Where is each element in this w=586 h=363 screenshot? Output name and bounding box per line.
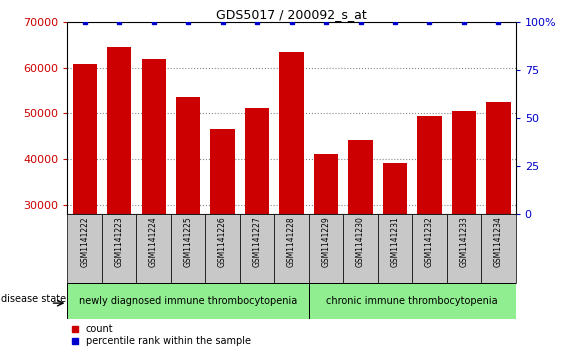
Bar — [67, 283, 309, 319]
Text: GSM1141225: GSM1141225 — [183, 216, 193, 267]
Bar — [309, 214, 343, 283]
Bar — [107, 47, 131, 214]
Bar — [137, 214, 171, 283]
Text: GSM1141227: GSM1141227 — [253, 216, 261, 267]
Text: GSM1141226: GSM1141226 — [218, 216, 227, 267]
Text: GSM1141231: GSM1141231 — [390, 216, 400, 267]
Bar — [245, 108, 269, 214]
Text: GSM1141234: GSM1141234 — [494, 216, 503, 267]
Bar — [309, 283, 516, 319]
Bar — [383, 163, 407, 214]
Bar — [142, 59, 166, 214]
Bar — [274, 214, 309, 283]
Bar — [67, 214, 102, 283]
Text: GSM1141229: GSM1141229 — [322, 216, 331, 267]
Bar — [102, 214, 137, 283]
Title: GDS5017 / 200092_s_at: GDS5017 / 200092_s_at — [216, 8, 367, 21]
Bar — [447, 214, 481, 283]
Bar — [412, 214, 447, 283]
Bar — [171, 214, 205, 283]
Bar — [343, 214, 378, 283]
Text: newly diagnosed immune thrombocytopenia: newly diagnosed immune thrombocytopenia — [79, 296, 297, 306]
Bar — [210, 129, 234, 214]
Bar — [452, 111, 476, 214]
Text: GSM1141223: GSM1141223 — [115, 216, 124, 267]
Text: chronic immune thrombocytopenia: chronic immune thrombocytopenia — [326, 296, 498, 306]
Bar — [481, 214, 516, 283]
Text: GSM1141228: GSM1141228 — [287, 216, 296, 267]
Legend: count, percentile rank within the sample: count, percentile rank within the sample — [72, 324, 251, 346]
Bar — [486, 102, 510, 214]
Bar — [280, 52, 304, 214]
Text: GSM1141233: GSM1141233 — [459, 216, 468, 267]
Bar — [378, 214, 412, 283]
Bar — [240, 214, 274, 283]
Text: GSM1141230: GSM1141230 — [356, 216, 365, 267]
Bar — [176, 97, 200, 214]
Text: GSM1141224: GSM1141224 — [149, 216, 158, 267]
Bar — [73, 64, 97, 214]
Text: disease state: disease state — [1, 294, 66, 305]
Bar — [205, 214, 240, 283]
Bar — [314, 154, 338, 214]
Text: GSM1141222: GSM1141222 — [80, 216, 89, 267]
Bar — [349, 140, 373, 214]
Text: GSM1141232: GSM1141232 — [425, 216, 434, 267]
Bar — [417, 116, 441, 214]
